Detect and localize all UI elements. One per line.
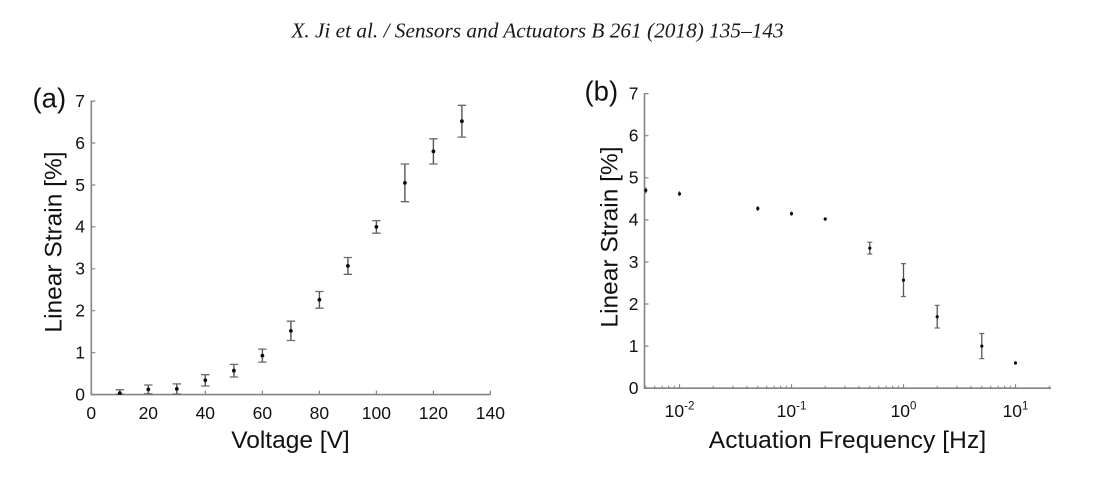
svg-text:0: 0 [629,378,639,398]
svg-text:X. Ji et al. / Sensors and Act: X. Ji et al. / Sensors and Actuators B 2… [290,19,783,43]
svg-text:7: 7 [629,83,639,103]
svg-text:7: 7 [75,91,85,111]
svg-text:120: 120 [419,403,448,423]
svg-text:1: 1 [75,343,85,363]
svg-text:Voltage [V]: Voltage [V] [231,427,350,454]
svg-text:4: 4 [75,217,85,237]
svg-text:0: 0 [86,403,96,423]
svg-text:Linear Strain [%]: Linear Strain [%] [597,146,624,327]
svg-text:100: 100 [891,401,917,422]
svg-text:20: 20 [139,403,159,423]
svg-text:100: 100 [362,403,391,423]
svg-text:60: 60 [253,403,273,423]
svg-text:(b): (b) [585,76,619,107]
svg-text:2: 2 [629,294,639,314]
svg-text:101: 101 [1003,401,1029,422]
svg-text:2: 2 [75,301,85,321]
svg-text:80: 80 [310,403,330,423]
svg-text:4: 4 [629,210,639,230]
svg-text:5: 5 [75,175,85,195]
svg-text:3: 3 [629,252,639,272]
svg-text:6: 6 [75,133,85,153]
svg-text:0: 0 [75,384,85,404]
svg-text:140: 140 [476,403,505,423]
svg-text:40: 40 [196,403,216,423]
svg-text:Actuation Frequency [Hz]: Actuation Frequency [Hz] [709,427,986,454]
svg-text:6: 6 [629,126,639,146]
svg-text:1: 1 [629,336,639,356]
svg-text:Linear Strain [%]: Linear Strain [%] [41,151,68,332]
svg-text:(a): (a) [33,83,67,114]
svg-text:5: 5 [629,168,639,188]
svg-text:3: 3 [75,259,85,279]
